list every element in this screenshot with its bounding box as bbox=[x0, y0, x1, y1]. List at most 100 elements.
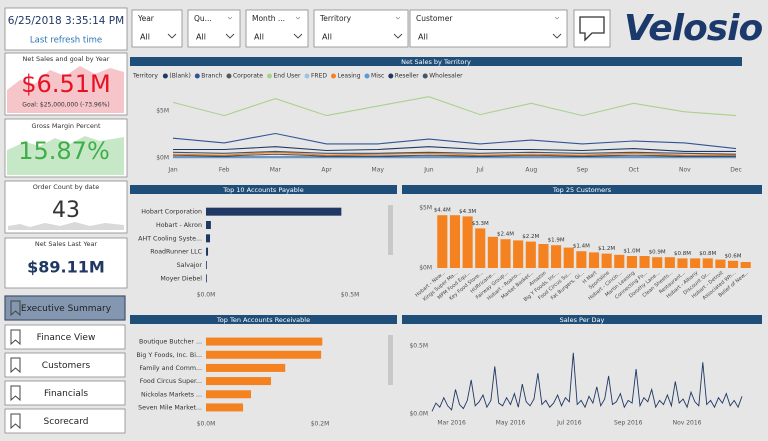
chart-header bbox=[402, 315, 762, 324]
nav-button[interactable]: Executive Summary bbox=[4, 295, 126, 321]
nav-button[interactable]: Scorecard bbox=[4, 408, 126, 434]
x-tick-label: $0.0M bbox=[197, 421, 216, 428]
category-label: Salvajor bbox=[177, 262, 203, 269]
chart-header bbox=[402, 185, 762, 194]
chart-title: Top 10 Accounts Payable bbox=[222, 186, 303, 194]
series-line bbox=[172, 153, 736, 157]
slicer[interactable]: Month ... All bbox=[245, 9, 309, 48]
chart-header bbox=[130, 57, 742, 66]
series-line bbox=[172, 151, 736, 156]
dropdown-chevron bbox=[225, 33, 235, 39]
eraser-chevron bbox=[295, 16, 301, 20]
slicer-value: All bbox=[140, 33, 150, 42]
data-label: $1.2M bbox=[598, 246, 615, 252]
legend-swatch bbox=[364, 73, 370, 79]
dropdown-chevron bbox=[552, 33, 562, 39]
dropdown-chevron bbox=[393, 33, 403, 39]
kpi-title: Net Sales and goal by Year bbox=[23, 55, 110, 63]
bar bbox=[206, 274, 207, 283]
scrollbar bbox=[388, 335, 393, 385]
x-tick-label: $0.5M bbox=[341, 292, 360, 299]
bar bbox=[513, 240, 524, 268]
bookmark-icon bbox=[10, 329, 21, 346]
x-tick-label: Mar 2016 bbox=[437, 420, 466, 427]
bar bbox=[664, 257, 675, 268]
bar bbox=[727, 260, 739, 268]
slicer-box bbox=[131, 9, 183, 48]
button-label: Finance View bbox=[37, 333, 96, 343]
bookmark-icon bbox=[10, 357, 21, 374]
bar bbox=[702, 258, 713, 268]
legend-label: Corporate bbox=[233, 73, 263, 80]
legend-swatch bbox=[226, 73, 232, 79]
chart: Top 10 Accounts Payable $0.0M $0.5M Hobart … bbox=[130, 185, 397, 310]
category-label: Hobart - Akron bbox=[156, 222, 202, 229]
x-tick-label: Jan bbox=[167, 167, 177, 174]
legend-label: End User bbox=[273, 73, 301, 80]
bar bbox=[740, 262, 751, 268]
x-tick-label: Mar bbox=[270, 167, 282, 174]
bar bbox=[206, 363, 286, 372]
category-label: AHT Cooling Syste... bbox=[138, 235, 202, 242]
x-tick-label: Oct bbox=[628, 167, 639, 174]
chart-panel bbox=[402, 185, 762, 310]
slicer-label: Year bbox=[137, 14, 155, 23]
category-label: Boutique Butcher ... bbox=[139, 339, 202, 346]
bookmark-icon bbox=[10, 413, 21, 430]
series-line bbox=[172, 96, 737, 117]
legend-swatch bbox=[331, 73, 336, 79]
eraser-chevron bbox=[395, 16, 401, 20]
nav-button[interactable]: Financials bbox=[4, 380, 126, 406]
data-label: $0.8M bbox=[699, 251, 716, 257]
scrollbar bbox=[388, 205, 393, 255]
legend-swatch bbox=[162, 73, 168, 79]
bar bbox=[626, 256, 637, 268]
chart-header bbox=[130, 315, 397, 324]
navigation: Executive Summary Finance View Customers Fi… bbox=[4, 295, 126, 434]
refresh-card bbox=[4, 7, 128, 51]
kpi-value: $6.51M bbox=[21, 70, 110, 98]
comment-button[interactable] bbox=[573, 9, 611, 48]
slicer[interactable]: Year All bbox=[131, 9, 183, 48]
slicer[interactable]: Customer All bbox=[409, 9, 568, 48]
button-bg bbox=[4, 380, 126, 406]
button-bg bbox=[4, 408, 126, 434]
chart-panel bbox=[130, 315, 397, 435]
dropdown-chevron bbox=[293, 33, 303, 39]
bar bbox=[206, 337, 323, 346]
button-bg bbox=[4, 352, 126, 378]
x-tick-label: Jul 2016 bbox=[556, 420, 582, 427]
button-bg bbox=[4, 324, 126, 350]
x-tick-label: May bbox=[372, 167, 385, 174]
data-label: $4.3M bbox=[459, 209, 476, 215]
slicer[interactable]: Qu... All bbox=[187, 9, 241, 48]
x-tick-label: Nov bbox=[679, 167, 691, 174]
legend-label: Misc bbox=[371, 73, 384, 80]
x-tick-label: Sep 2016 bbox=[614, 420, 643, 427]
bar bbox=[206, 247, 209, 256]
kpi-value: $89.11M bbox=[27, 258, 105, 277]
y-tick-label: $0M bbox=[156, 155, 169, 162]
bar bbox=[206, 221, 211, 229]
category-label: Nickolas Markets ... bbox=[141, 391, 202, 398]
legend-label: (Blank) bbox=[169, 73, 190, 80]
category-label: Food Circus Super... bbox=[140, 378, 202, 385]
data-label: $1.0M bbox=[623, 249, 640, 255]
chart: Top Ten Accounts Receivable $0.0M $0.2M Bou… bbox=[130, 315, 397, 435]
x-tick-label: Nov 2016 bbox=[673, 420, 702, 427]
button-label: Executive Summary bbox=[21, 304, 112, 314]
x-tick-label: Sep bbox=[577, 167, 589, 174]
nav-button[interactable]: Customers bbox=[4, 352, 126, 378]
bar bbox=[206, 207, 342, 216]
x-tick-label: Apr bbox=[321, 167, 332, 174]
bar bbox=[206, 377, 271, 386]
bar bbox=[487, 236, 498, 268]
nav-button[interactable]: Finance View bbox=[4, 324, 126, 350]
chart-title: Sales Per Day bbox=[560, 316, 605, 324]
bar bbox=[206, 403, 244, 412]
bar bbox=[652, 257, 663, 268]
slicer[interactable]: Territory All bbox=[313, 9, 409, 48]
